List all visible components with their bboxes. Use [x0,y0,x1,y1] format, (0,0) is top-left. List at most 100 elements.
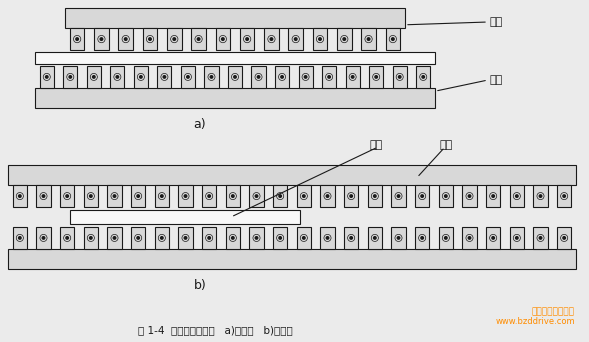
Bar [320,227,335,249]
Bar [386,28,400,50]
Text: b): b) [194,279,206,292]
Circle shape [445,195,447,197]
Bar [107,227,121,249]
Circle shape [515,195,518,197]
Bar [87,66,101,88]
Bar [13,227,27,249]
Bar [167,28,181,50]
Bar [252,66,266,88]
Bar [557,185,571,207]
Bar [202,227,216,249]
Circle shape [90,195,92,197]
Bar [110,66,124,88]
Bar [94,28,109,50]
Bar [35,52,435,64]
Circle shape [563,195,565,197]
Circle shape [173,38,176,40]
Bar [337,28,352,50]
Circle shape [540,195,542,197]
Circle shape [197,38,200,40]
Circle shape [421,237,423,239]
Circle shape [66,195,68,197]
Circle shape [294,38,297,40]
Bar [8,249,576,269]
Bar [361,28,376,50]
Circle shape [281,76,283,78]
Bar [322,66,336,88]
Bar [37,185,51,207]
Circle shape [231,195,234,197]
Circle shape [468,237,471,239]
Bar [118,28,133,50]
Text: 次级: 次级 [490,75,503,85]
Text: 初级: 初级 [440,140,454,150]
Bar [273,185,287,207]
Circle shape [305,76,307,78]
Bar [416,66,431,88]
Bar [439,227,453,249]
Circle shape [397,237,400,239]
Circle shape [116,76,118,78]
Bar [84,227,98,249]
Circle shape [184,195,187,197]
Circle shape [255,237,258,239]
Text: 深圳博智达机器人: 深圳博智达机器人 [532,307,575,316]
Bar [275,66,289,88]
Bar [181,66,195,88]
Circle shape [375,76,378,78]
Circle shape [392,38,394,40]
Bar [415,185,429,207]
Circle shape [137,195,140,197]
Bar [204,66,219,88]
Circle shape [113,195,116,197]
Circle shape [69,76,71,78]
Text: 图 1-4  双边型直线电机   a)短初级   b)短次级: 图 1-4 双边型直线电机 a)短初级 b)短次级 [138,325,292,335]
Circle shape [326,195,329,197]
Bar [486,185,500,207]
Bar [226,185,240,207]
Circle shape [246,38,249,40]
Circle shape [90,237,92,239]
Bar [344,185,358,207]
Circle shape [326,237,329,239]
Circle shape [368,38,370,40]
Circle shape [492,195,494,197]
Bar [299,66,313,88]
Circle shape [328,76,330,78]
Bar [39,66,54,88]
Circle shape [352,76,354,78]
Bar [249,227,264,249]
Circle shape [303,195,305,197]
Circle shape [161,237,163,239]
Bar [37,227,51,249]
Circle shape [279,195,282,197]
Circle shape [303,237,305,239]
Bar [534,185,548,207]
Circle shape [45,76,48,78]
Bar [191,28,206,50]
Bar [297,185,311,207]
Circle shape [208,195,210,197]
Bar [320,185,335,207]
Bar [346,66,360,88]
Bar [273,227,287,249]
Bar [509,185,524,207]
Circle shape [42,195,45,197]
Bar [178,227,193,249]
Circle shape [113,237,116,239]
Bar [131,185,145,207]
Circle shape [373,237,376,239]
Circle shape [163,76,166,78]
Bar [63,66,77,88]
Circle shape [187,76,189,78]
Bar [131,227,145,249]
Circle shape [279,237,282,239]
Circle shape [210,76,213,78]
Text: a): a) [194,118,206,131]
Bar [202,185,216,207]
Bar [462,227,477,249]
Circle shape [540,237,542,239]
Bar [216,28,230,50]
Circle shape [343,38,346,40]
Circle shape [221,38,224,40]
